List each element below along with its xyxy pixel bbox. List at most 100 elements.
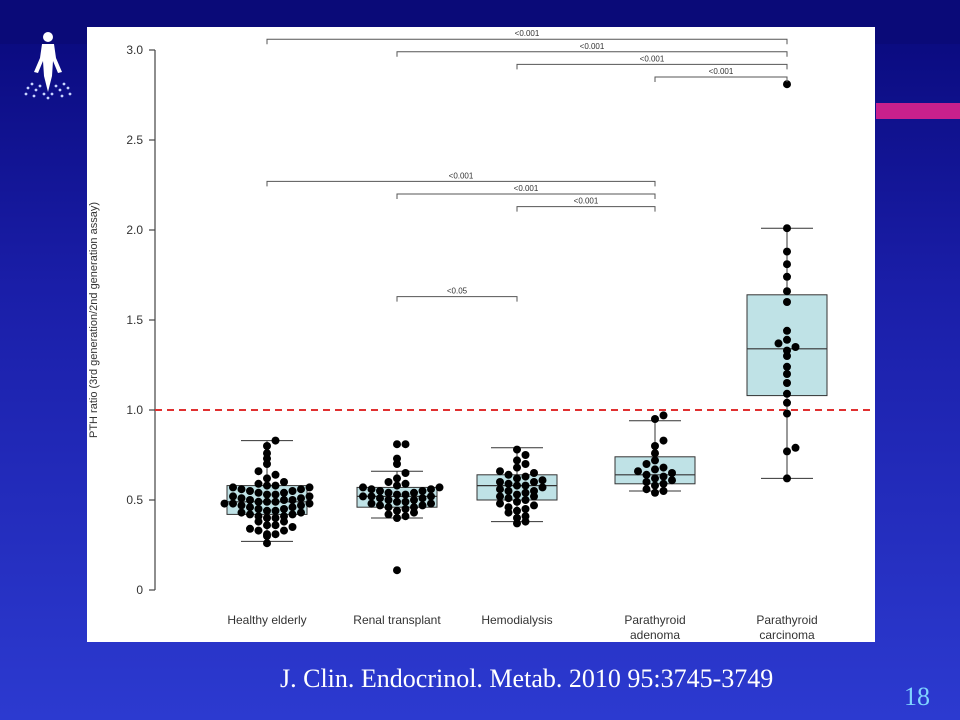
data-point [288,523,297,531]
data-point [271,436,280,445]
box-iqr [746,294,828,397]
pth-ratio-box-plot: 0 0.5 1.0 1.5 2.0 2.5 3.0 PTH ratio (3rd genera… [88,29,875,642]
data-point [521,481,530,490]
data-point [393,474,401,483]
y-tick-label: 0.5 [126,493,143,507]
significance-label: <0.001 [514,184,539,193]
data-point [271,514,280,522]
slide-number: 18 [904,682,930,711]
y-tick-label: 1.5 [126,313,143,327]
x-category-label: Hemodialysis [481,613,552,627]
data-point [254,497,263,506]
data-point [254,505,263,513]
data-point [530,469,538,477]
y-tick-label: 0 [136,583,143,597]
data-point [280,505,288,513]
data-point [401,505,410,513]
y-tick-label: 1.0 [126,403,143,417]
data-point [237,501,246,510]
data-point [504,487,513,495]
accent-bar [876,103,960,119]
data-point [376,487,384,495]
data-point [393,481,401,490]
data-point [651,415,659,423]
data-point [496,485,504,494]
data-point [288,487,297,495]
data-point [271,530,280,539]
data-point [401,512,410,521]
significance-bracket [516,206,656,212]
data-point [651,442,659,450]
data-point [651,465,659,474]
data-point [271,506,280,515]
data-point [651,474,659,483]
data-point [246,496,254,504]
data-point [513,474,521,483]
data-point [229,499,237,508]
data-point [496,499,504,508]
data-point [513,497,521,506]
data-point [376,501,384,510]
data-point [305,483,314,492]
y-tick-label: 3.0 [126,43,143,57]
data-point [271,497,280,506]
data-point [504,503,513,512]
data-point [427,485,435,494]
data-point [783,398,791,407]
significance-bracket [396,51,788,57]
data-point [783,272,791,281]
data-point [504,479,513,488]
data-point [783,298,791,306]
data-point [254,512,263,521]
data-point [246,524,254,533]
data-point [634,467,642,476]
data-point [783,247,791,256]
data-point [401,479,410,488]
data-point [791,443,800,452]
data-point [263,474,271,483]
data-point [513,456,521,465]
data-point [513,514,521,522]
data-point [393,490,401,499]
data-point [288,496,297,504]
data-point [783,287,791,296]
data-point [642,485,651,494]
data-point [367,499,376,508]
data-point [288,510,297,519]
data-point [513,481,521,490]
data-point [384,488,393,497]
data-point [246,487,254,495]
data-point [427,499,435,508]
data-point [427,492,435,501]
data-point [774,339,783,348]
significance-bracket [396,296,518,302]
data-point [659,411,668,420]
data-point [271,470,280,479]
data-point [513,506,521,515]
data-point [651,488,659,497]
data-point [513,463,521,472]
data-point [642,470,651,479]
data-point [393,440,401,449]
data-point [538,483,547,492]
data-point [504,494,513,503]
x-category-label: Renal transplant [353,613,441,627]
data-point [220,499,229,508]
data-point [783,362,791,371]
data-point [496,492,504,501]
data-point [359,483,367,492]
data-point [263,514,271,522]
data-point [651,456,659,465]
x-category-label: Healthy elderly [227,613,306,627]
data-point [246,510,254,519]
data-point [263,449,271,458]
data-point [410,503,418,512]
data-point [642,478,651,486]
data-point [229,492,237,501]
data-point [401,497,410,506]
data-point [521,512,530,521]
data-point [659,487,668,495]
data-point [783,370,791,378]
data-point [521,505,530,513]
x-category-label: carcinoma [759,628,815,642]
